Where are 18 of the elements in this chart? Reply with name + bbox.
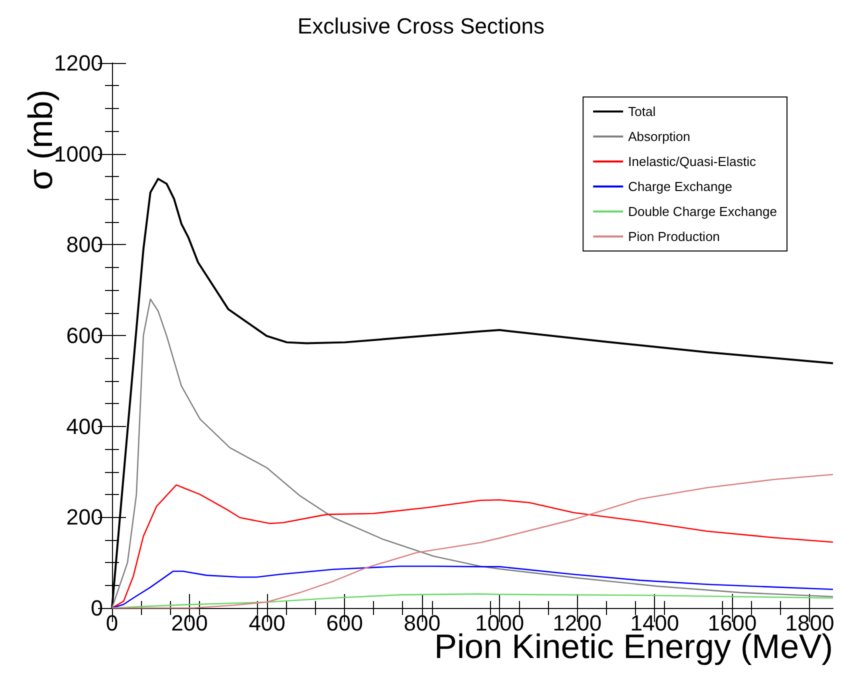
x-tick-label: 1400 [630, 610, 680, 636]
y-tick-label: 200 [66, 504, 103, 530]
y-tick-label: 1200 [54, 50, 103, 76]
x-tick-label: 200 [171, 610, 208, 636]
legend-label: Pion Production [628, 229, 720, 244]
legend-label: Charge Exchange [628, 179, 732, 194]
legend-label: Inelastic/Quasi-Elastic [628, 154, 756, 169]
y-tick-label: 800 [66, 232, 103, 258]
x-tick-label: 0 [106, 610, 118, 636]
chart-title: Exclusive Cross Sections [298, 14, 544, 38]
y-tick-label: 400 [66, 414, 103, 439]
legend-label: Double Charge Exchange [628, 204, 778, 219]
x-tick-label: 600 [326, 610, 363, 636]
legend-label: Total [628, 104, 656, 119]
x-tick-label: 400 [248, 610, 286, 636]
y-tick-label: 600 [66, 323, 103, 348]
x-tick-label: 1000 [475, 610, 524, 636]
legend-label: Absorption [628, 129, 690, 144]
